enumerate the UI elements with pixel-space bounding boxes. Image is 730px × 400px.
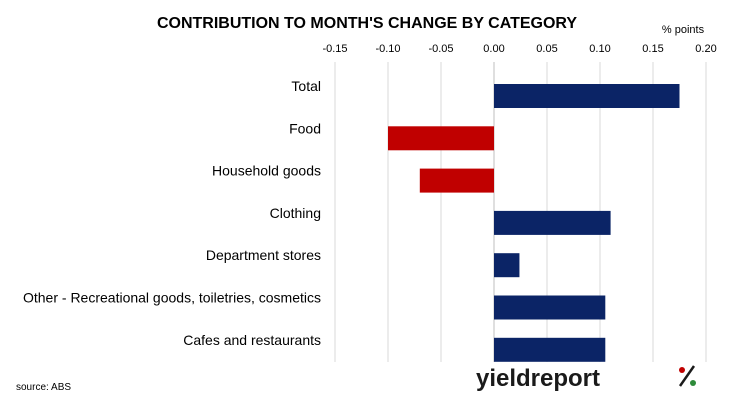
bar [494,84,680,108]
category-labels: Total Food Household goods Clothing Departme… [23,78,321,348]
category-label: Food [289,120,321,136]
x-tick-label: -0.05 [428,43,453,55]
bar [494,295,606,320]
source-note: source: ABS [16,382,71,393]
bar [494,337,606,362]
x-tick-label: 0.10 [589,43,610,55]
percent-slash [678,365,696,387]
percent-dot-bottom [690,380,696,386]
x-tick-label: 0.00 [483,43,504,55]
x-tick-label: 0.15 [642,43,663,55]
category-label: Cafes and restaurants [183,332,321,348]
category-label: Total [291,78,321,94]
category-label: Other - Recreational goods, toiletries, … [23,290,321,306]
x-axis-ticks: -0.15 -0.10 -0.05 0.00 0.05 0.10 0.15 0.20 [322,43,716,55]
category-label: Clothing [270,205,321,221]
yieldreport-logo: yieldreport [476,365,696,392]
chart-title: CONTRIBUTION TO MONTH'S CHANGE BY CATEGO… [157,15,577,32]
percent-dot-top [679,367,685,373]
bar [494,210,611,235]
category-label: Department stores [206,247,321,263]
x-tick-label: 0.05 [536,43,557,55]
x-tick-label: -0.15 [322,43,347,55]
bar [419,168,494,193]
bar [494,253,520,278]
x-tick-label: -0.10 [375,43,400,55]
bar [388,126,494,151]
logo-wordmark: yieldreport [476,365,600,392]
bars [388,84,680,362]
x-tick-label: 0.20 [695,43,716,55]
percent-icon [678,365,696,387]
category-label: Household goods [212,163,321,179]
units-label: % points [662,24,705,36]
